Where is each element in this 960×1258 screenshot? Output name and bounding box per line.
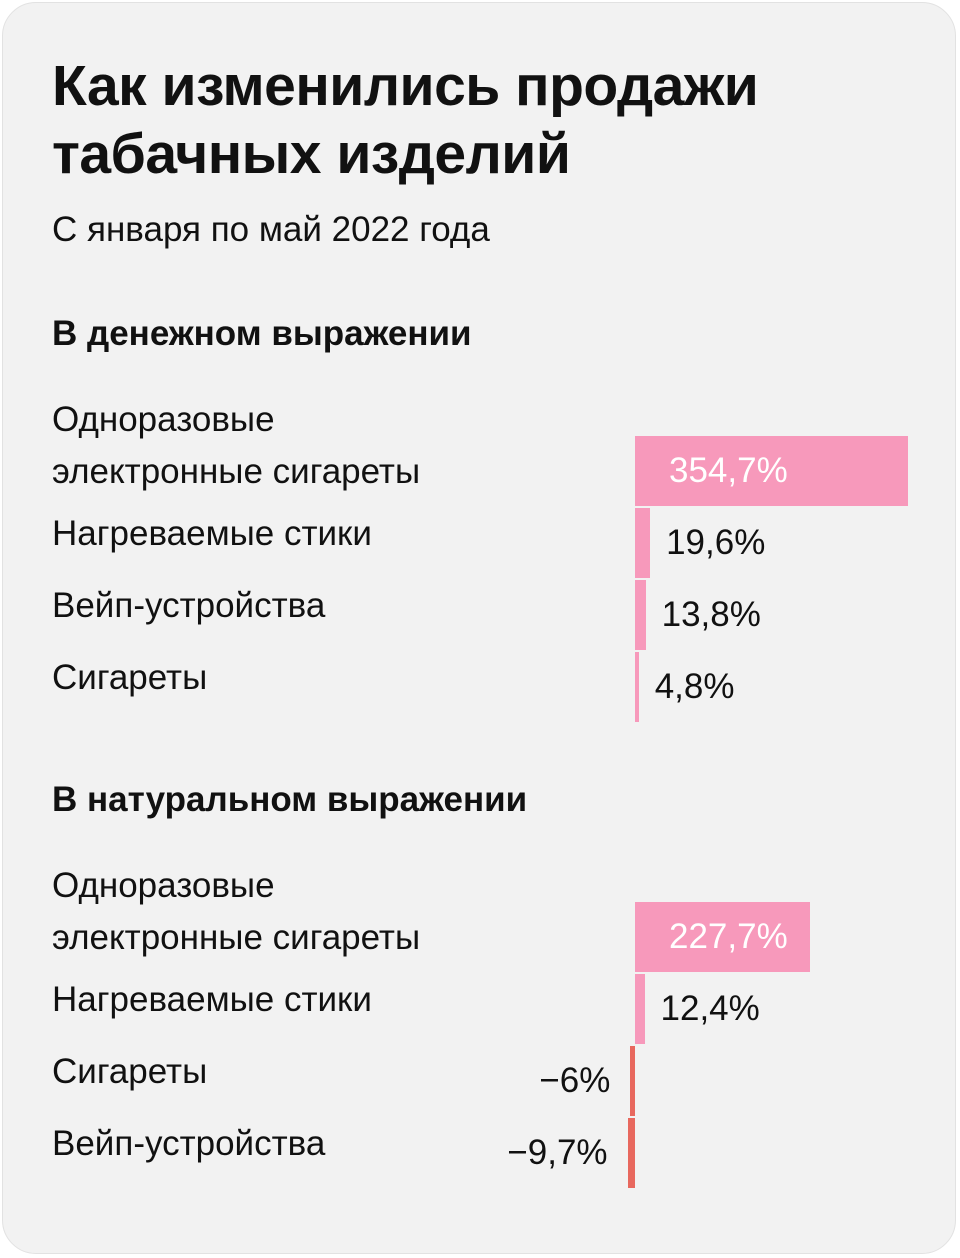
category-label: Одноразовые электронные сигареты (52, 400, 421, 491)
bar (627, 1118, 635, 1188)
bar (630, 1046, 635, 1116)
category-label: Вейп-устройства (52, 586, 326, 625)
category-label: Сигареты (52, 658, 208, 697)
section-title-money: В денежном выражении (52, 314, 472, 353)
bar (635, 436, 908, 506)
category-label: Нагреваемые стики (52, 980, 372, 1019)
value-label: 19,6% (666, 523, 766, 562)
value-label: 354,7% (669, 451, 788, 490)
value-label: 227,7% (669, 917, 788, 956)
bar (635, 580, 646, 650)
category-label: Сигареты (52, 1052, 208, 1091)
value-label: 12,4% (660, 989, 760, 1028)
value-label: −9,7% (507, 1133, 608, 1172)
section-title-units: В натуральном выражении (52, 780, 528, 819)
category-label: Вейп-устройства (52, 1124, 326, 1163)
bar (635, 902, 811, 972)
value-label: 13,8% (661, 595, 761, 634)
category-label: Одноразовые электронные сигареты (52, 866, 421, 957)
chart-subtitle: С января по май 2022 года (52, 210, 490, 249)
value-label: 4,8% (654, 667, 735, 706)
category-label: Нагреваемые стики (52, 514, 372, 553)
bar (635, 974, 645, 1044)
chart-title: Как изменились продажи табачных изделий (52, 54, 759, 186)
bar (635, 508, 651, 578)
value-label: −6% (539, 1061, 611, 1100)
bar (635, 652, 639, 722)
